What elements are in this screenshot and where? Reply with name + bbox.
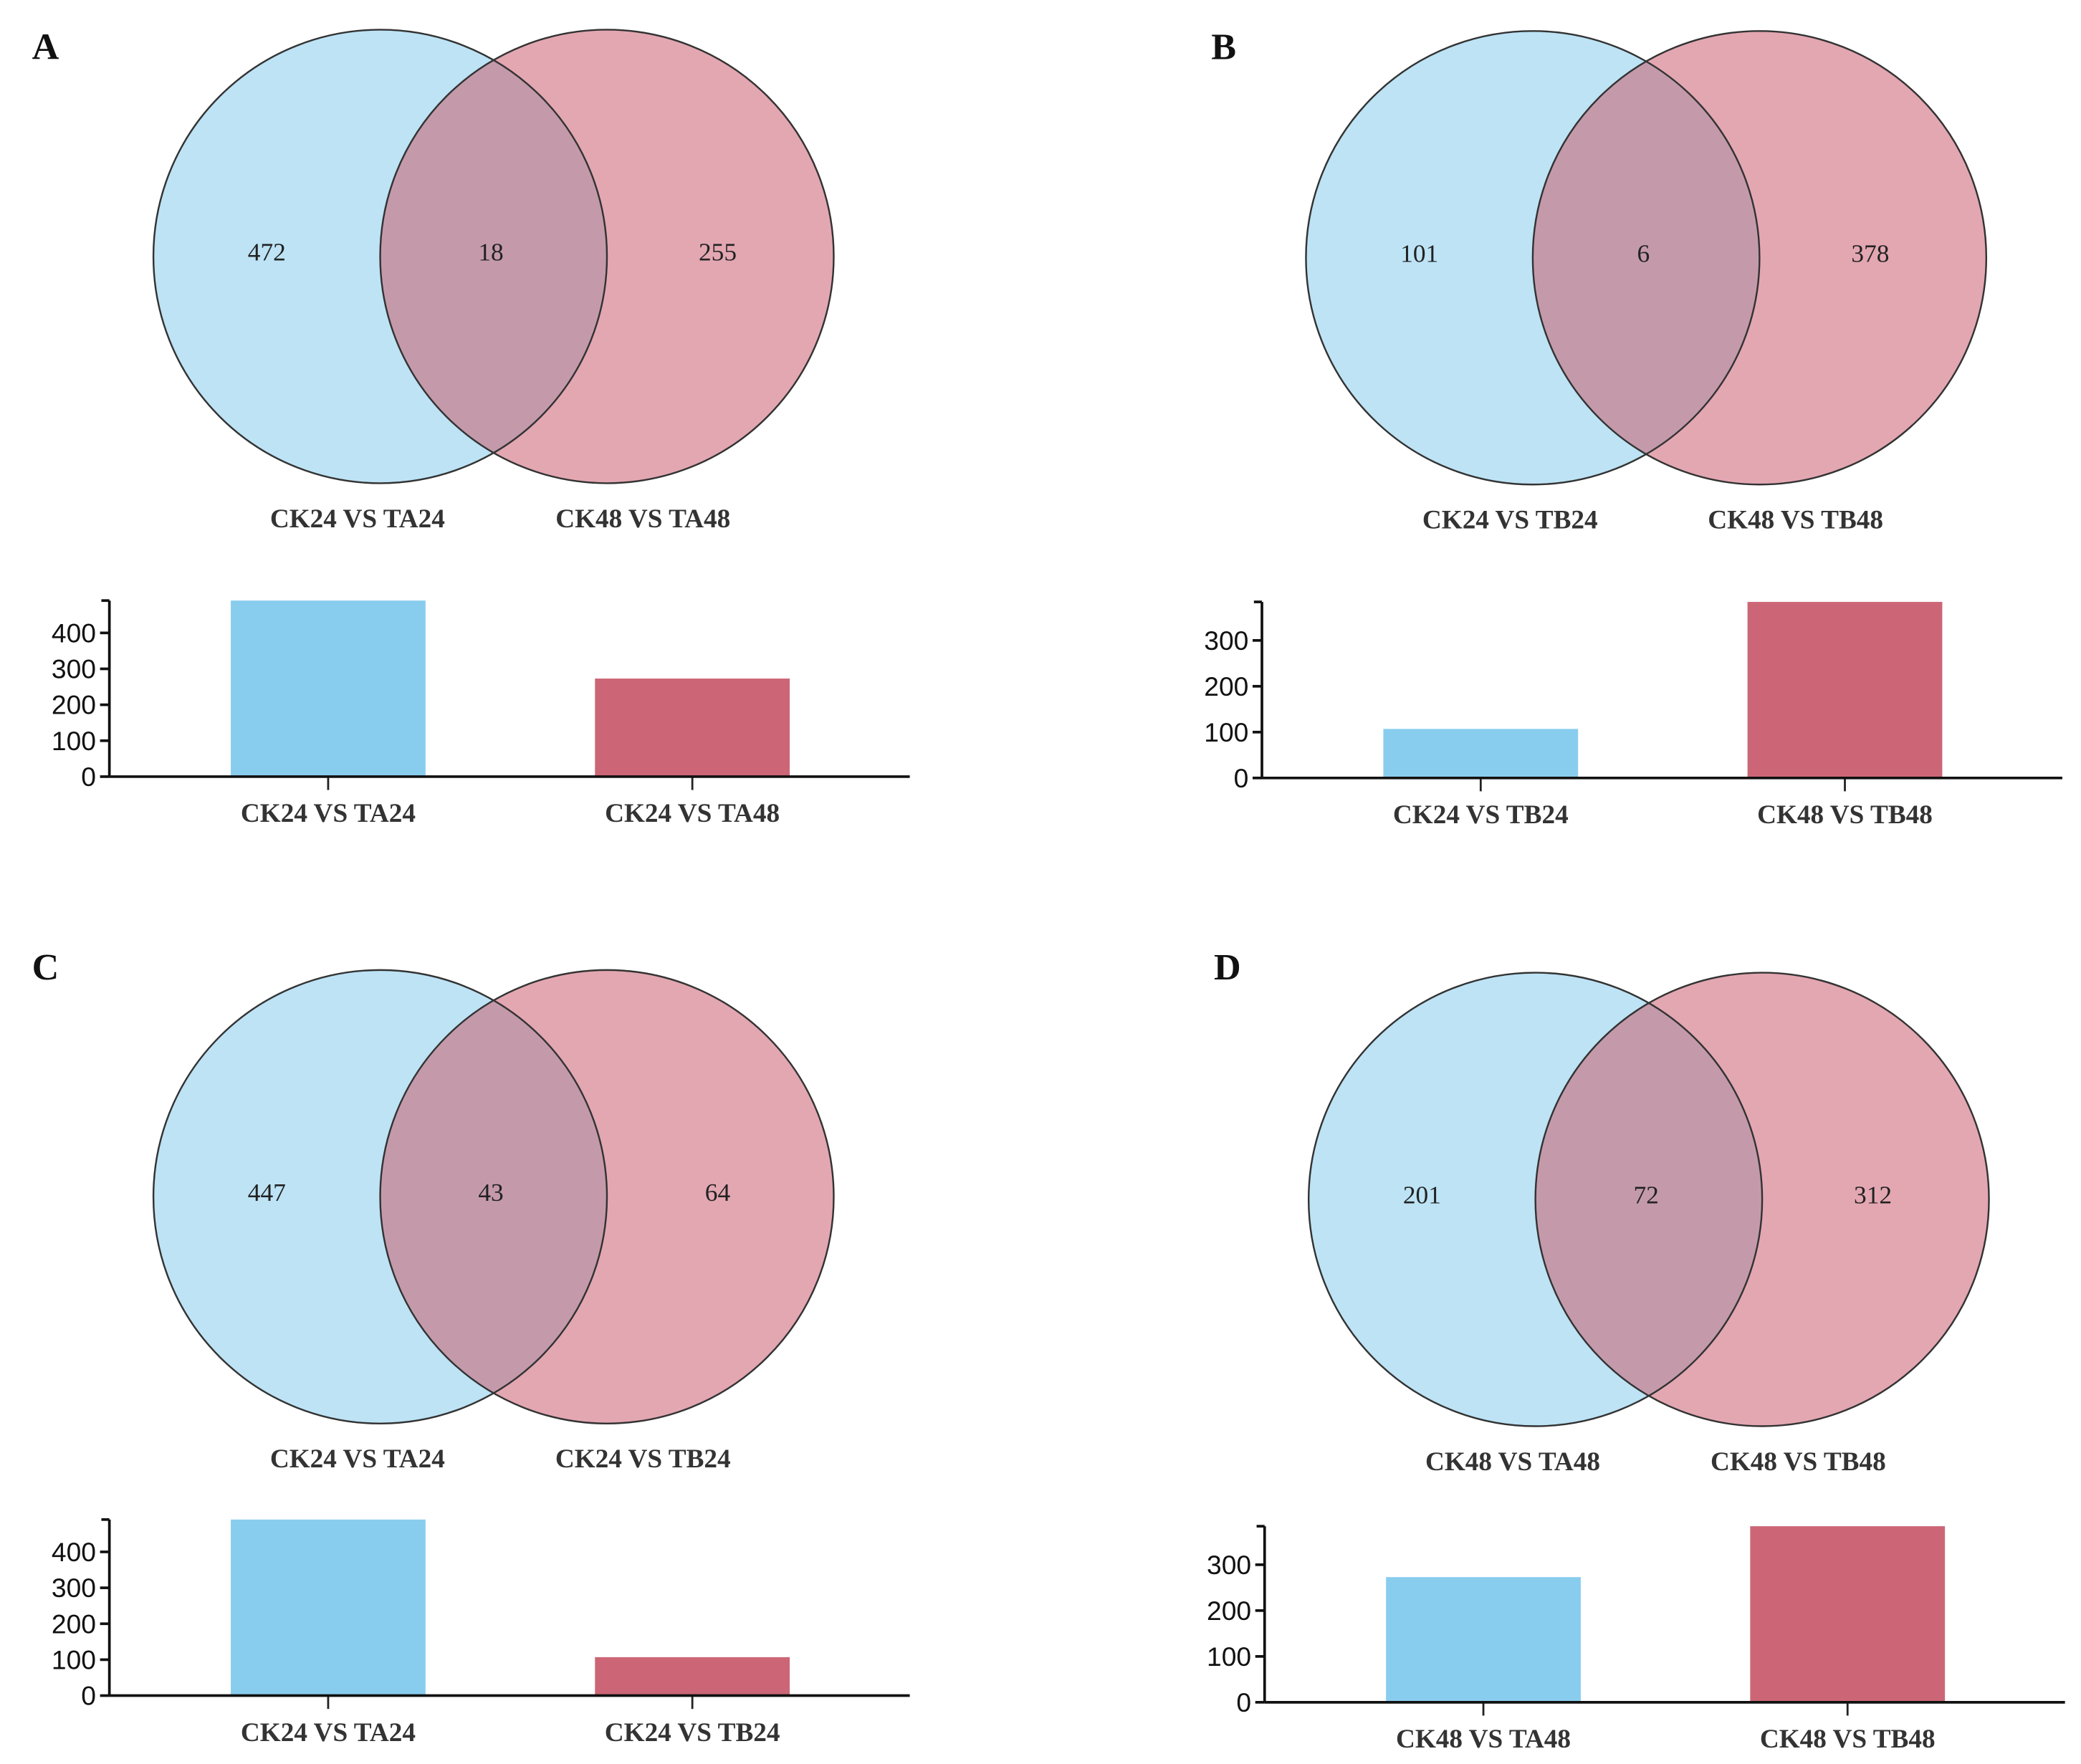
venn-outline-right <box>1534 972 1990 1427</box>
bar <box>1383 729 1579 778</box>
bar-chart: CK48 VS TA48 CK48 VS TB48 0 100 200 300 <box>1207 1525 2065 1754</box>
venn-diagram: 201 72 312 CK48 VS TA48 CK48 VS TB48 <box>1307 972 1990 1477</box>
panel-label: C <box>32 947 59 988</box>
venn-outline-right <box>379 969 835 1424</box>
venn-overlap <box>1535 972 1763 1427</box>
venn-right-count: 378 <box>1851 239 1889 267</box>
x-tick-label: CK24 VS TA24 <box>241 799 416 828</box>
venn-diagram: 472 18 255 CK24 VS TA24 CK48 VS TA48 <box>152 29 835 534</box>
y-tick-label: 200 <box>52 690 96 720</box>
venn-diagram: 101 6 378 CK24 VS TB24 CK48 VS TB48 <box>1305 30 1988 535</box>
panel-label: B <box>1211 27 1236 67</box>
y-tick-label: 200 <box>52 1609 96 1639</box>
panel-label: D <box>1214 947 1241 988</box>
venn-outline-right <box>379 29 835 484</box>
bar <box>595 679 790 777</box>
bar <box>595 1657 790 1696</box>
venn-left-count: 472 <box>248 238 286 267</box>
bar <box>1750 1526 1946 1702</box>
x-tick-label: CK24 VS TB24 <box>605 1718 780 1748</box>
y-tick-label: 300 <box>1204 625 1248 656</box>
panel-label: A <box>32 27 59 67</box>
venn-overlap-count: 6 <box>1637 239 1650 267</box>
venn-set-label-right: CK48 VS TB48 <box>1708 506 1883 535</box>
venn-left-count: 201 <box>1403 1181 1441 1209</box>
y-tick-label: 400 <box>52 1537 96 1567</box>
x-tick-label: CK48 VS TB48 <box>1760 1725 1936 1754</box>
venn-right-count: 312 <box>1854 1181 1892 1209</box>
venn-left-count: 447 <box>248 1178 286 1207</box>
venn-set-label-left: CK24 VS TB24 <box>1422 506 1598 535</box>
bar <box>231 600 426 777</box>
venn-set-label-right: CK24 VS TB24 <box>555 1444 731 1474</box>
venn-diagram: 447 43 64 CK24 VS TA24 CK24 VS TB24 <box>152 969 835 1474</box>
venn-overlap <box>1532 31 1760 485</box>
bar <box>1386 1577 1581 1702</box>
y-tick-label: 300 <box>52 654 96 684</box>
y-tick-label: 100 <box>1207 1641 1251 1672</box>
venn-outline-left <box>1305 30 1761 486</box>
x-tick-label: CK24 VS TA48 <box>605 799 780 828</box>
y-tick-label: 0 <box>1236 1687 1251 1717</box>
y-tick-label: 100 <box>52 726 96 756</box>
venn-overlap-count: 72 <box>1633 1181 1658 1209</box>
venn-set-label-left: CK24 VS TA24 <box>270 504 445 534</box>
y-tick-label: 0 <box>1234 763 1249 793</box>
bar-chart: CK24 VS TA24 CK24 VS TA48 0 100 200 300 400 <box>52 599 910 828</box>
y-tick-label: 200 <box>1204 671 1248 701</box>
venn-set-label-right: CK48 VS TB48 <box>1711 1447 1886 1477</box>
y-tick-label: 200 <box>1207 1596 1251 1626</box>
bar <box>1747 602 1943 778</box>
y-tick-label: 100 <box>52 1644 96 1674</box>
venn-right-count: 64 <box>705 1178 731 1207</box>
x-tick-label: CK24 VS TA24 <box>241 1718 416 1748</box>
venn-overlap <box>380 969 607 1424</box>
y-tick-label: 100 <box>1204 717 1248 747</box>
venn-overlap-count: 43 <box>478 1178 503 1207</box>
bar-chart: CK24 VS TA24 CK24 VS TB24 0 100 200 300 400 <box>52 1518 910 1748</box>
y-tick-label: 300 <box>1207 1550 1251 1580</box>
venn-outline-right <box>1531 30 1988 486</box>
bar-chart: CK24 VS TB24 CK48 VS TB48 0 100 200 300 <box>1204 600 2062 830</box>
x-tick-label: CK48 VS TB48 <box>1757 800 1933 830</box>
y-tick-label: 0 <box>81 762 96 792</box>
y-tick-label: 0 <box>81 1681 96 1711</box>
venn-set-label-left: CK48 VS TA48 <box>1425 1447 1600 1477</box>
panel-a: A 472 18 255 CK24 VS TA24 CK48 VS TA48 CK24 VS… <box>32 27 910 828</box>
y-tick-label: 300 <box>52 1573 96 1603</box>
venn-right-count: 255 <box>699 238 737 267</box>
x-tick-label: CK24 VS TB24 <box>1393 800 1569 830</box>
venn-outline-left <box>1307 972 1764 1427</box>
venn-left-count: 101 <box>1400 239 1438 267</box>
x-tick-label: CK48 VS TA48 <box>1396 1725 1571 1754</box>
venn-overlap-count: 18 <box>478 238 503 267</box>
venn-set-label-left: CK24 VS TA24 <box>270 1444 445 1474</box>
venn-outline-left <box>152 29 608 484</box>
venn-overlap <box>380 29 607 484</box>
venn-outline-left <box>152 969 608 1424</box>
bar <box>231 1519 426 1696</box>
y-tick-label: 400 <box>52 618 96 648</box>
venn-set-label-right: CK48 VS TA48 <box>555 504 730 534</box>
